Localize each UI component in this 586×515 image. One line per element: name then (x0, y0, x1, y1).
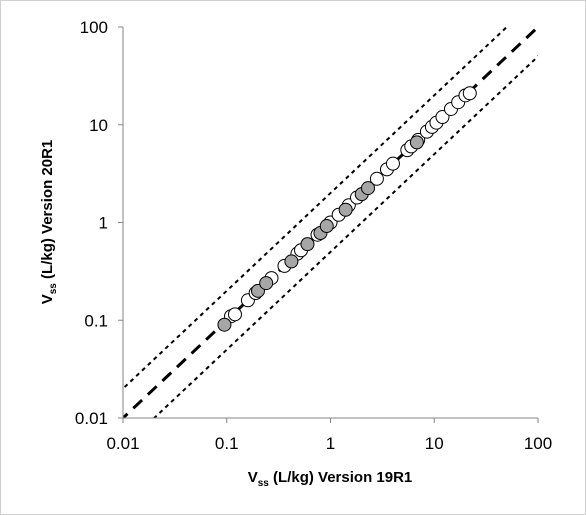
x-axis-label-text: (L/kg) Version 19R1 (269, 469, 412, 486)
y-axis-symbol: V (39, 294, 56, 304)
y-axis-subscript: ss (48, 283, 59, 295)
x-tick-label: 1 (326, 434, 335, 453)
data-point (462, 86, 477, 101)
y-tick-label: 10 (89, 116, 108, 135)
x-tick-label: 10 (425, 434, 444, 453)
y-axis-label-text: (L/kg) Version 20R1 (39, 140, 56, 283)
x-axis-symbol: V (248, 469, 258, 486)
x-axis-title: Vss (L/kg) Version 19R1 (248, 469, 413, 489)
data-point (319, 219, 334, 234)
data-point (217, 317, 232, 332)
data-point (284, 254, 299, 269)
x-tick-label: 0.01 (106, 434, 139, 453)
reference-line-3 (152, 55, 538, 418)
data-point (409, 135, 424, 150)
x-tick-label: 0.1 (215, 434, 239, 453)
y-tick-label: 100 (80, 18, 108, 37)
data-point (369, 171, 384, 186)
reference-line-2 (123, 27, 509, 390)
data-point (435, 110, 450, 125)
axes (118, 26, 539, 423)
y-tick-label: 1 (99, 214, 108, 233)
data-point (385, 156, 400, 171)
reference-lines (123, 27, 538, 418)
y-tick-label: 0.01 (75, 409, 108, 428)
data-point (227, 307, 242, 322)
data-point (300, 237, 315, 252)
y-tick-label: 0.1 (84, 311, 108, 330)
y-tick-labels: 0.01 0.1 1 10 100 (75, 18, 108, 428)
data-points (217, 86, 477, 332)
data-point (361, 181, 376, 196)
x-axis-subscript: ss (258, 478, 270, 489)
x-tick-label: 100 (524, 434, 552, 453)
x-tick-labels: 0.01 0.1 1 10 100 (106, 434, 552, 453)
data-point (338, 202, 353, 217)
y-axis-title: Vss (L/kg) Version 20R1 (39, 140, 59, 305)
data-point (259, 276, 274, 291)
